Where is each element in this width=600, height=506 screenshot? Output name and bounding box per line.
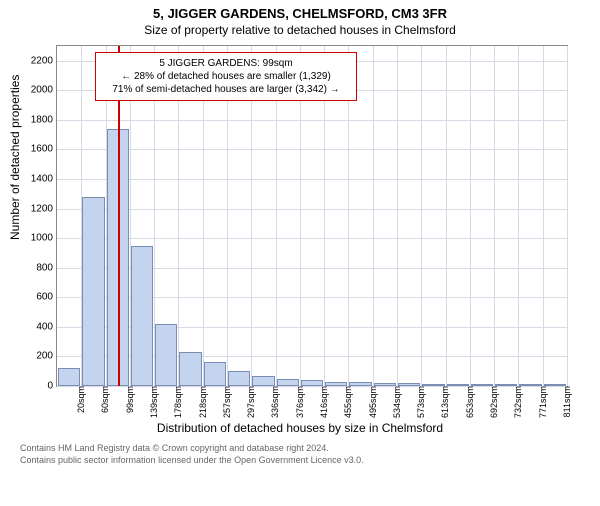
gridline-h [57, 238, 567, 239]
xtick-label: 376sqm [291, 386, 305, 418]
footer-line2: Contains public sector information licen… [20, 455, 580, 467]
gridline-h [57, 209, 567, 210]
gridline-v [470, 46, 471, 386]
gridline-v [494, 46, 495, 386]
xtick-label: 732sqm [509, 386, 523, 418]
gridline-h [57, 179, 567, 180]
ytick-label: 2000 [31, 85, 57, 96]
histogram-bar [228, 371, 250, 386]
xtick-label: 336sqm [266, 386, 280, 418]
y-axis-label: Number of detached properties [8, 75, 22, 240]
ytick-label: 2200 [31, 55, 57, 66]
ytick-label: 400 [36, 321, 57, 332]
ytick-label: 1600 [31, 144, 57, 155]
xtick-label: 416sqm [315, 386, 329, 418]
gridline-v [397, 46, 398, 386]
ytick-label: 200 [36, 351, 57, 362]
xtick-label: 495sqm [364, 386, 378, 418]
histogram-bar [204, 362, 226, 386]
xtick-label: 99sqm [121, 386, 135, 413]
xtick-label: 178sqm [169, 386, 183, 418]
histogram-bar [179, 352, 201, 386]
xtick-label: 692sqm [485, 386, 499, 418]
annotation-line3: 71% of semi-detached houses are larger (… [102, 83, 350, 96]
xtick-label: 257sqm [218, 386, 232, 418]
gridline-v [373, 46, 374, 386]
ytick-label: 1800 [31, 114, 57, 125]
histogram-bar [131, 246, 153, 386]
xtick-label: 653sqm [461, 386, 475, 418]
histogram-bar [252, 376, 274, 386]
gridline-v [421, 46, 422, 386]
ytick-label: 1400 [31, 174, 57, 185]
histogram-bar [155, 324, 177, 386]
xtick-label: 771sqm [534, 386, 548, 418]
histogram-chart: 0200400600800100012001400160018002000220… [56, 45, 568, 387]
footer-line1: Contains HM Land Registry data © Crown c… [20, 443, 580, 455]
xtick-label: 60sqm [96, 386, 110, 413]
ytick-label: 600 [36, 292, 57, 303]
gridline-v [518, 46, 519, 386]
gridline-h [57, 120, 567, 121]
ytick-label: 1200 [31, 203, 57, 214]
xtick-label: 811sqm [558, 386, 572, 417]
histogram-bar [82, 197, 104, 386]
xtick-label: 534sqm [388, 386, 402, 418]
xtick-label: 613sqm [436, 386, 450, 418]
xtick-label: 455sqm [339, 386, 353, 418]
xtick-label: 218sqm [194, 386, 208, 418]
ytick-label: 0 [47, 381, 57, 392]
gridline-v [567, 46, 568, 386]
xtick-label: 20sqm [72, 386, 86, 413]
xtick-label: 573sqm [412, 386, 426, 418]
footer-attribution: Contains HM Land Registry data © Crown c… [20, 443, 580, 466]
chart-title-line1: 5, JIGGER GARDENS, CHELMSFORD, CM3 3FR [0, 6, 600, 21]
gridline-h [57, 149, 567, 150]
ytick-label: 1000 [31, 233, 57, 244]
xtick-label: 139sqm [145, 386, 159, 418]
ytick-label: 800 [36, 262, 57, 273]
annotation-line1: 5 JIGGER GARDENS: 99sqm [102, 57, 350, 70]
gridline-v [543, 46, 544, 386]
gridline-v [446, 46, 447, 386]
xtick-label: 297sqm [242, 386, 256, 418]
annotation-line2: ← 28% of detached houses are smaller (1,… [102, 70, 350, 83]
chart-title-line2: Size of property relative to detached ho… [0, 23, 600, 37]
histogram-bar [277, 379, 299, 386]
x-axis-label: Distribution of detached houses by size … [0, 421, 600, 435]
property-annotation-box: 5 JIGGER GARDENS: 99sqm ← 28% of detache… [95, 52, 357, 101]
histogram-bar [58, 368, 80, 386]
